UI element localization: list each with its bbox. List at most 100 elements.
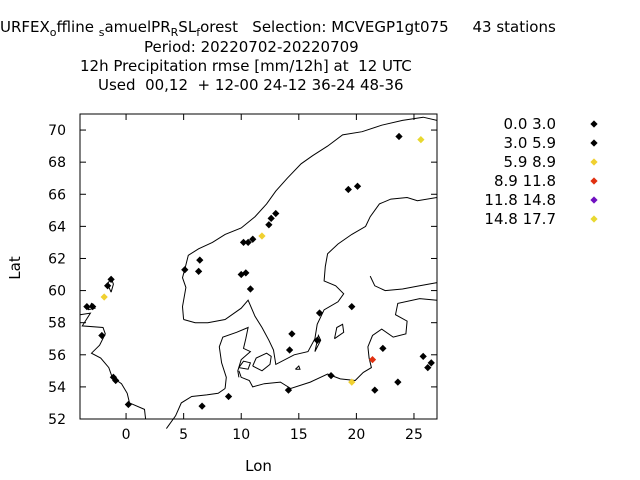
station-point: [285, 346, 294, 354]
station-point: [107, 275, 115, 283]
station-point: [371, 386, 379, 394]
title-part: f: [196, 26, 201, 39]
coastline-map: [79, 116, 438, 429]
station-point: [395, 132, 403, 141]
station-point: [242, 269, 250, 277]
station-point: [313, 336, 321, 344]
plot-frame: [79, 113, 438, 420]
station-point: [112, 376, 120, 385]
coastline-segment: [238, 360, 252, 370]
coastline-segment: [79, 312, 147, 420]
y-tick-label: 58: [48, 316, 66, 332]
coastline-segment: [252, 352, 272, 372]
station-point: [246, 285, 255, 293]
station-point: [124, 400, 132, 409]
x-tick-label: 20: [347, 427, 365, 443]
coastline-segment: [369, 275, 438, 292]
y-axis-label: Lat: [6, 256, 24, 280]
title-part: amuelPR: [104, 18, 171, 36]
y-tick-label: 68: [48, 155, 66, 171]
y-tick-label: 64: [48, 219, 66, 235]
title-part: SL: [178, 18, 197, 36]
x-tick-label: 25: [405, 427, 423, 443]
legend-label: 0.0 3.0: [504, 115, 556, 133]
x-tick-label: 5: [179, 427, 188, 443]
legend-label: 8.9 11.8: [494, 172, 556, 190]
station-point: [284, 386, 293, 394]
chart-period: Period: 20220702-20220709: [144, 38, 359, 56]
station-point: [348, 303, 356, 311]
chart-subtitle: 12h Precipitation rmse [mm/12h] at 12 UT…: [80, 57, 412, 75]
station-point: [265, 221, 273, 229]
coastline-segment: [181, 116, 438, 366]
coastline-segment: [165, 388, 226, 429]
station-point: [258, 232, 266, 240]
legend-label: 14.8 17.7: [484, 210, 556, 228]
coastline-segment: [218, 326, 252, 389]
station-point: [194, 267, 203, 275]
chart-title: URFEXoffline samuelPRRSLforest Selection…: [0, 18, 556, 42]
x-tick-label: 10: [232, 427, 250, 443]
chart-used-ranges: Used 00,12 + 12-00 24-12 36-24 48-36: [98, 76, 404, 94]
station-point: [181, 266, 189, 274]
y-tick-label: 60: [48, 284, 66, 300]
x-tick-label: 15: [290, 427, 308, 443]
y-tick-label: 70: [48, 123, 66, 139]
station-point: [83, 303, 91, 311]
x-tick-label: 0: [122, 427, 131, 443]
station-point: [104, 282, 112, 290]
station-point: [417, 136, 425, 144]
station-point: [98, 331, 106, 340]
legend-marker: [590, 158, 598, 166]
station-point: [368, 355, 377, 364]
legend-label: 5.9 8.9: [504, 153, 556, 171]
legend-label: 11.8 14.8: [484, 191, 556, 209]
station-point: [419, 352, 427, 361]
coastline-segment: [238, 298, 438, 390]
title-part: R: [170, 26, 179, 39]
title-part: URFEX: [0, 18, 50, 36]
legend-marker: [590, 177, 598, 185]
coastline-segment: [314, 333, 322, 352]
station-point: [198, 402, 206, 410]
station-point: [315, 309, 324, 317]
station-points: [83, 132, 435, 410]
station-point: [89, 303, 97, 311]
y-tick-label: 54: [48, 380, 66, 396]
station-point: [244, 238, 252, 247]
title-part: orest Selection: MCVEGP1gt075 43 station…: [200, 18, 556, 36]
station-point: [327, 372, 335, 380]
y-tick-label: 66: [48, 187, 66, 203]
legend: 0.0 3.03.0 5.95.9 8.98.9 11.811.8 14.814…: [484, 115, 598, 228]
title-part: ffline: [56, 18, 99, 36]
station-point: [353, 182, 362, 190]
title-part: s: [98, 26, 105, 39]
station-point: [288, 330, 296, 338]
station-point: [394, 378, 402, 386]
x-axis-label: Lon: [245, 457, 272, 475]
coastline-segment: [334, 323, 345, 340]
legend-label: 3.0 5.9: [504, 134, 556, 152]
title-part: o: [49, 26, 57, 39]
legend-marker: [590, 120, 598, 128]
station-point: [348, 378, 356, 386]
legend-marker: [590, 215, 598, 223]
legend-marker: [590, 139, 598, 147]
y-tick-label: 52: [48, 412, 66, 428]
station-point: [100, 293, 108, 301]
station-point: [424, 364, 432, 372]
legend-marker: [590, 196, 598, 204]
x-axis-ticks: 0 5 10 15 20 25: [122, 114, 423, 443]
y-tick-label: 56: [48, 348, 66, 364]
y-tick-label: 62: [48, 251, 66, 267]
station-point: [379, 344, 387, 352]
station-point: [196, 256, 204, 264]
station-point: [224, 392, 233, 401]
station-point: [272, 209, 280, 218]
station-point: [427, 359, 435, 367]
plot-border: [79, 113, 438, 420]
station-point: [344, 185, 352, 194]
y-axis-ticks: 52 54 56 58 60 62 64 66 68 70: [48, 123, 437, 428]
station-point: [267, 214, 275, 222]
